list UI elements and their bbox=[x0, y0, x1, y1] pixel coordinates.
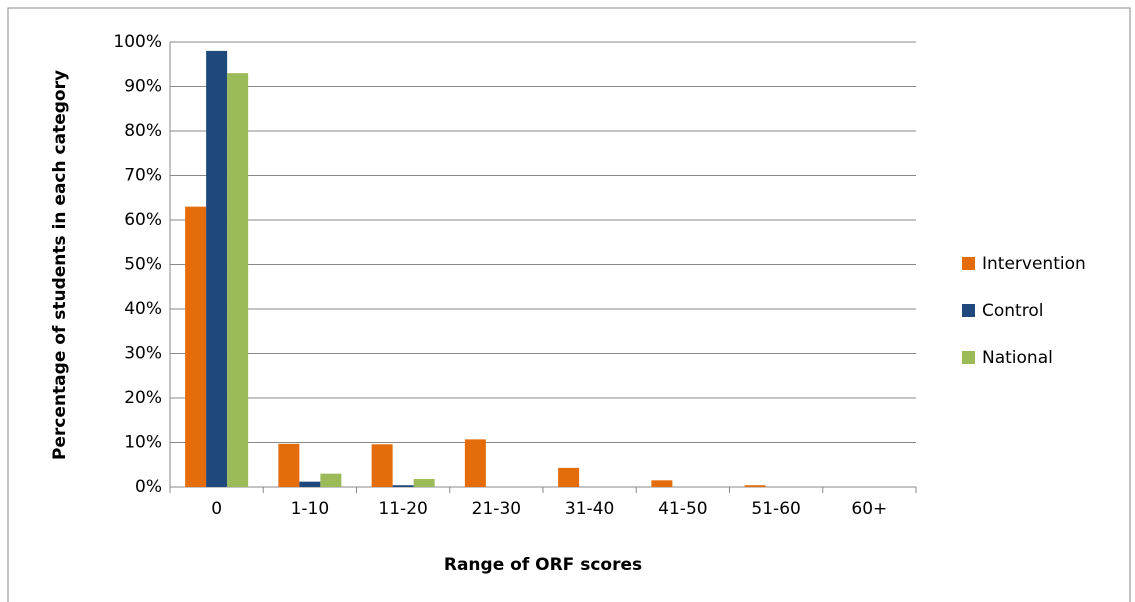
bar bbox=[185, 206, 207, 487]
x-tick-label: 60+ bbox=[851, 499, 887, 519]
y-tick-label: 30% bbox=[124, 344, 162, 364]
y-axis-label: Percentage of students in each category bbox=[50, 70, 70, 460]
legend-label: Control bbox=[982, 301, 1043, 321]
y-tick-label: 60% bbox=[124, 210, 162, 230]
y-tick-label: 100% bbox=[113, 32, 162, 52]
x-tick-label: 11-20 bbox=[378, 499, 427, 519]
bar bbox=[558, 467, 580, 487]
y-tick-label: 40% bbox=[124, 299, 162, 319]
chart-frame bbox=[7, 7, 1131, 602]
x-tick-label: 41-50 bbox=[658, 499, 707, 519]
y-tick-label: 80% bbox=[124, 121, 162, 141]
bar bbox=[299, 481, 321, 487]
bar bbox=[320, 473, 342, 487]
x-tick-label: 51-60 bbox=[751, 499, 800, 519]
bar bbox=[227, 73, 249, 488]
bar bbox=[278, 443, 300, 487]
y-tick-label: 0% bbox=[135, 477, 162, 497]
legend-label: National bbox=[982, 348, 1053, 368]
y-tick-label: 50% bbox=[124, 255, 162, 275]
y-tick-label: 20% bbox=[124, 388, 162, 408]
legend-swatch bbox=[962, 257, 975, 270]
legend-label: Intervention bbox=[982, 254, 1086, 274]
bar bbox=[413, 478, 435, 487]
x-axis-label: Range of ORF scores bbox=[444, 555, 642, 575]
bar bbox=[392, 485, 414, 487]
y-tick-label: 70% bbox=[124, 166, 162, 186]
bar bbox=[464, 439, 486, 487]
x-tick-label: 0 bbox=[211, 499, 222, 519]
y-tick-label: 10% bbox=[124, 433, 162, 453]
bar bbox=[206, 50, 228, 488]
x-tick-label: 1-10 bbox=[291, 499, 330, 519]
legend-swatch bbox=[962, 351, 975, 364]
y-tick-label: 90% bbox=[124, 77, 162, 97]
bar bbox=[651, 480, 673, 487]
bar bbox=[371, 444, 393, 487]
x-tick-label: 31-40 bbox=[565, 499, 614, 519]
bar bbox=[744, 485, 766, 487]
x-tick-label: 21-30 bbox=[472, 499, 521, 519]
legend-swatch bbox=[962, 304, 975, 317]
